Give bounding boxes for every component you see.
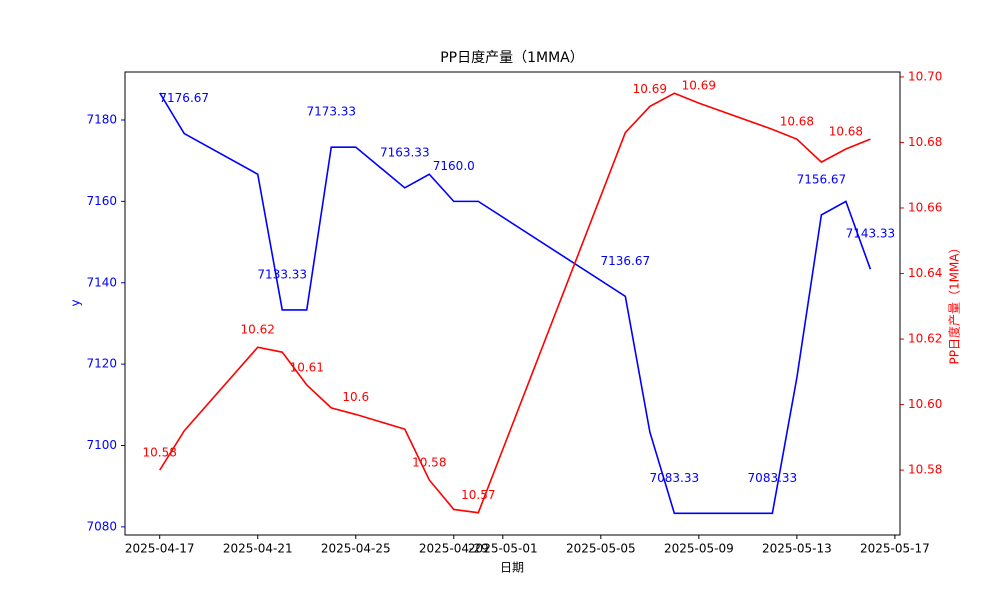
x-tick-label: 2025-05-13 [762, 542, 832, 556]
data-label: 7176.67 [159, 91, 209, 105]
data-label: 7143.33 [846, 227, 896, 241]
x-tick-label: 2025-04-25 [321, 542, 391, 556]
y2-tick-label: 10.64 [908, 266, 942, 280]
x-tick-label: 2025-04-29 [419, 542, 489, 556]
chart-title: PP日度产量（1MMA） [440, 50, 584, 66]
data-label: 10.69 [633, 82, 667, 96]
x-tick-label: 2025-04-17 [125, 542, 195, 556]
data-label: 10.69 [682, 79, 716, 93]
data-label: 7156.67 [797, 172, 847, 186]
data-label: 10.68 [780, 115, 814, 129]
series-line [159, 92, 872, 515]
y2-tick-label: 10.68 [908, 135, 942, 149]
x-axis-label: 日期 [500, 561, 524, 575]
x-tick-label: 2025-05-01 [468, 542, 538, 556]
x-tick-label: 2025-05-09 [664, 542, 734, 556]
data-label: 7163.33 [380, 145, 430, 159]
data-label: 10.6 [342, 390, 369, 404]
y2-tick-label: 10.62 [908, 332, 942, 346]
data-label: 10.58 [143, 446, 177, 460]
data-label: 10.58 [412, 455, 446, 469]
y2-axis-label: PP日度产量（1MMA） [947, 241, 962, 364]
y-tick-label: 7140 [86, 275, 117, 289]
y2-tick-label: 10.60 [908, 397, 942, 411]
x-tick-label: 2025-04-21 [223, 542, 293, 556]
data-label: 7083.33 [748, 471, 798, 485]
y2-tick-label: 10.70 [908, 69, 942, 83]
y2-tick-label: 10.58 [908, 463, 942, 477]
data-label: 10.62 [241, 323, 275, 337]
series-line [159, 92, 871, 514]
y2-tick-label: 10.66 [908, 200, 942, 214]
data-label: 7083.33 [650, 471, 700, 485]
y-tick-label: 7160 [86, 194, 117, 208]
y-axis-label: y [69, 299, 83, 306]
y-tick-label: 7100 [86, 438, 117, 452]
data-label: 10.61 [290, 360, 324, 374]
y-tick-label: 7080 [86, 519, 117, 533]
y-tick-label: 7120 [86, 357, 117, 371]
data-label: 10.68 [829, 125, 863, 139]
data-label: 7173.33 [306, 105, 356, 119]
x-tick-label: 2025-05-17 [860, 542, 930, 556]
plot-frame [124, 71, 901, 536]
data-label: 10.57 [461, 488, 495, 502]
data-label: 7133.33 [257, 267, 307, 281]
x-tick-label: 2025-05-05 [566, 542, 636, 556]
data-label: 7160.0 [433, 159, 475, 173]
y-tick-label: 7180 [86, 113, 117, 127]
data-label: 7136.67 [601, 254, 651, 268]
